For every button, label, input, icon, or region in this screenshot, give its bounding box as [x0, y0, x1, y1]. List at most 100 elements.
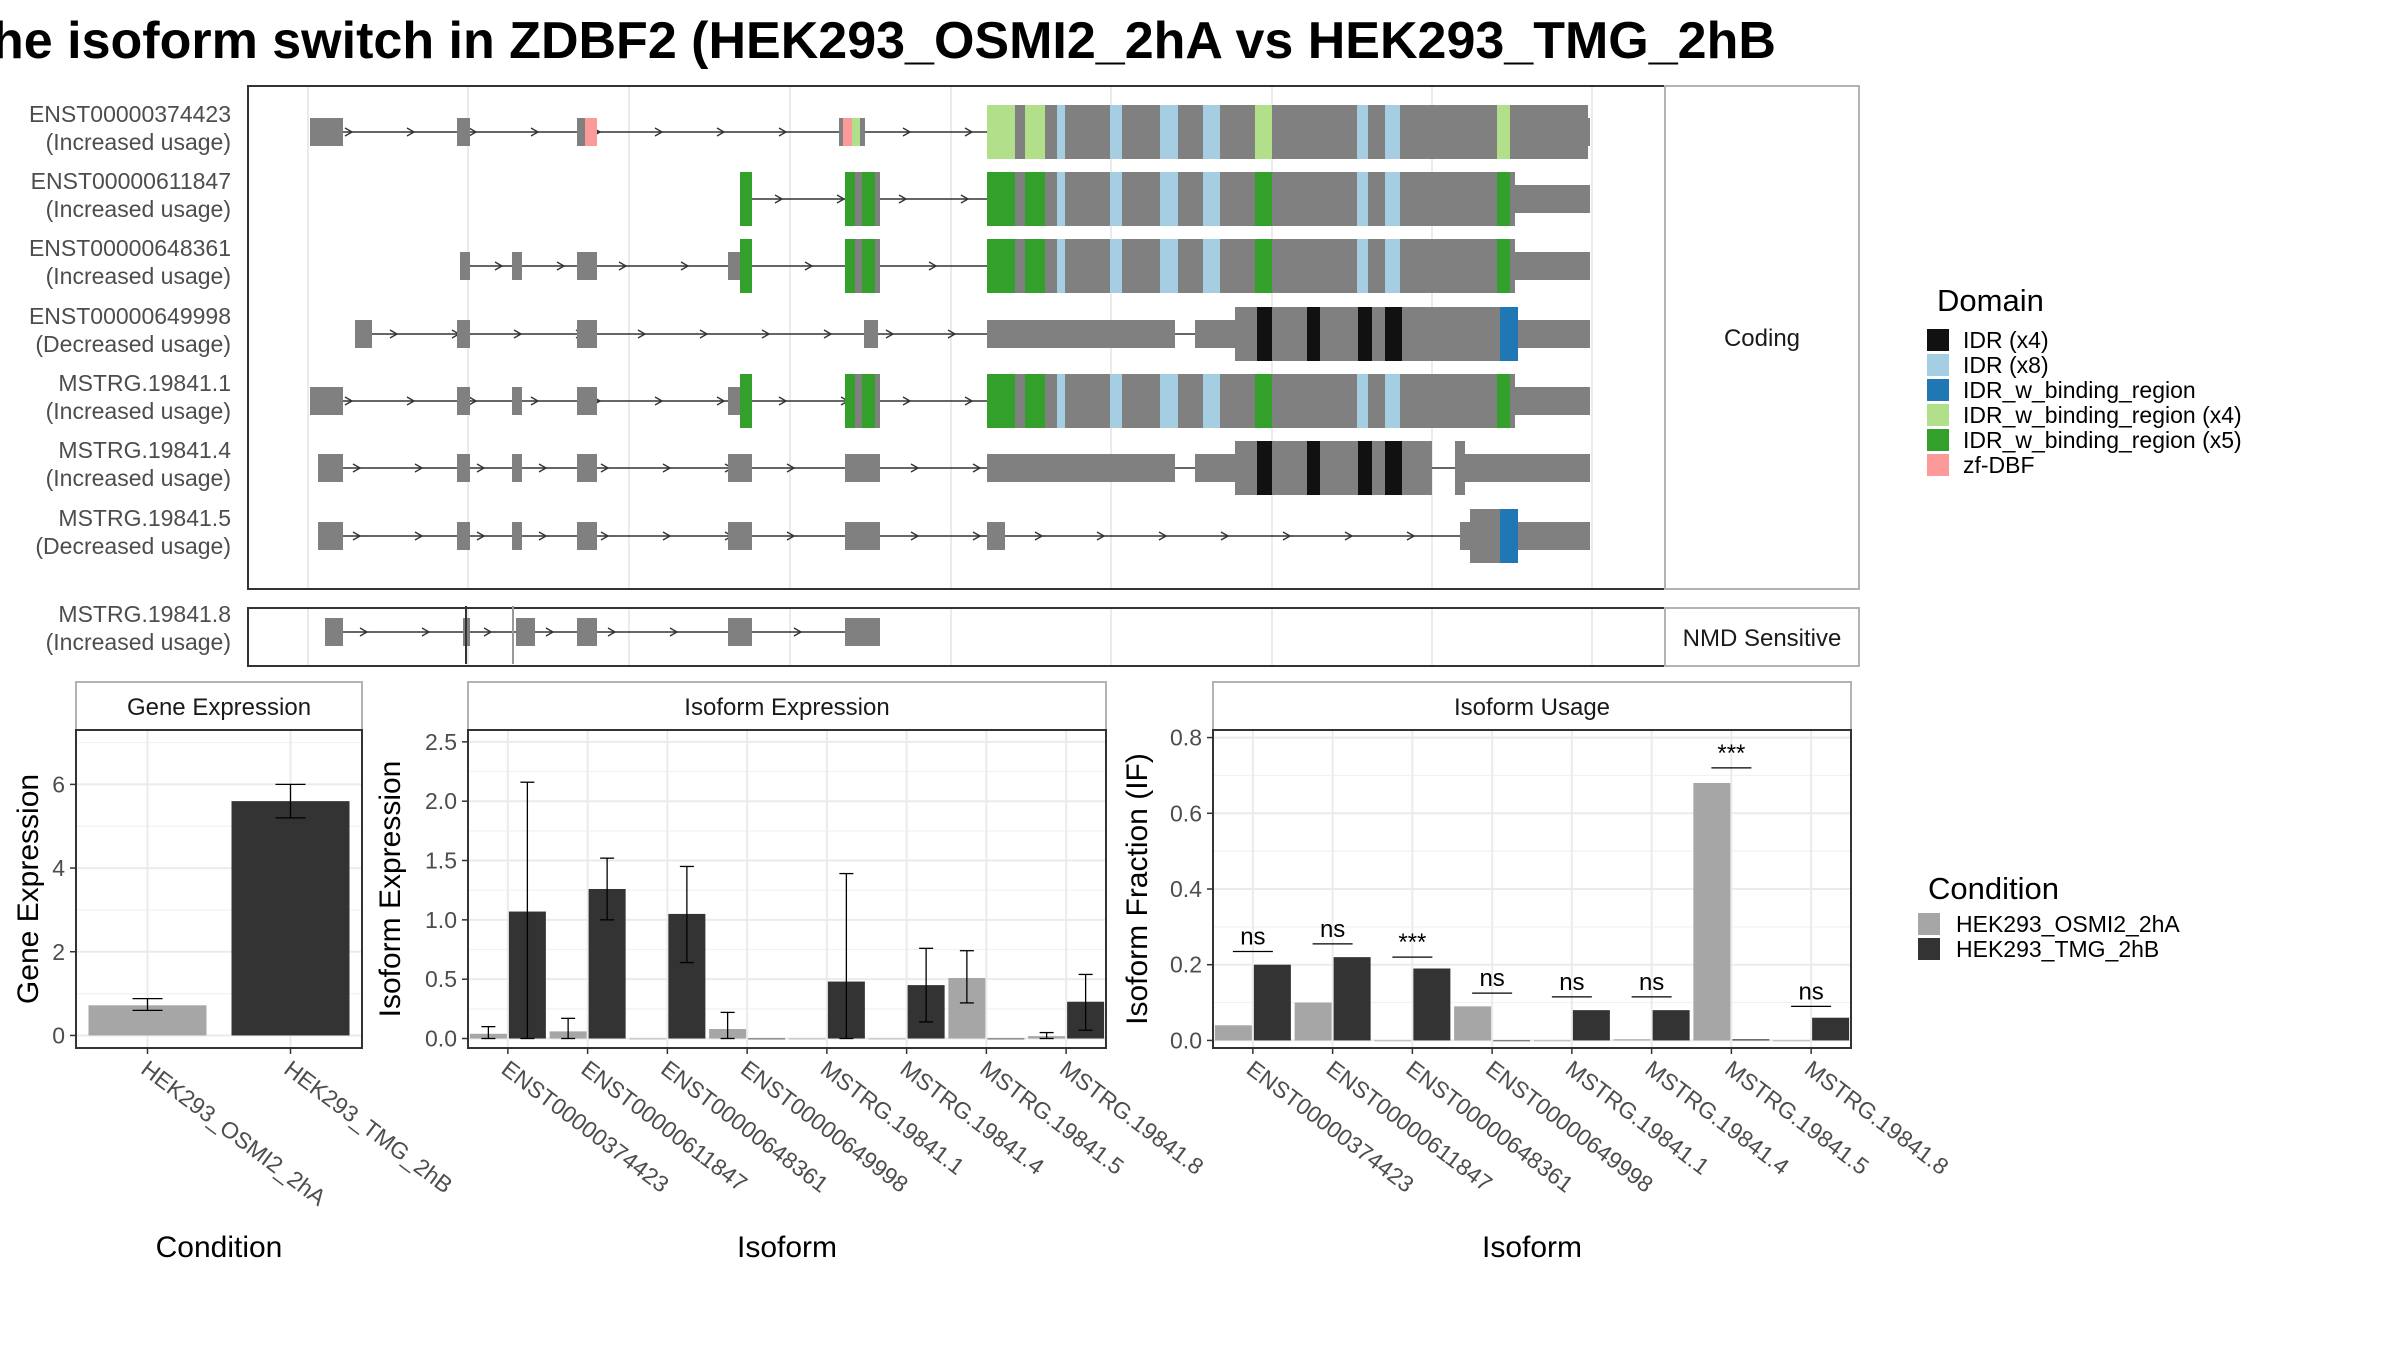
bar: [1374, 1040, 1412, 1042]
domain-legend-label: IDR (x4): [1963, 327, 2049, 353]
domain-legend-label: IDR_w_binding_region (x4): [1963, 402, 2242, 428]
strip-nmd-box: [1664, 607, 1860, 667]
intron-arrow: [344, 396, 354, 406]
domain-segment: [1497, 374, 1510, 428]
bar: [788, 1038, 826, 1040]
domain-segment: [1357, 239, 1368, 293]
domain-segment: [1203, 374, 1220, 428]
y-tick-label: 0: [52, 1022, 65, 1048]
y-tick-label: 0.8: [1170, 725, 1202, 751]
intron-arrow: [1282, 531, 1292, 541]
exon: [728, 522, 752, 550]
coding-exon: [987, 172, 1515, 226]
domain-segment: [1357, 374, 1368, 428]
condition-legend-label: HEK293_OSMI2_2hA: [1956, 911, 2180, 937]
exon: [1465, 454, 1590, 482]
strip-coding-label: Coding: [1724, 325, 1800, 352]
domain-segment: [1160, 172, 1178, 226]
exon: [310, 118, 343, 146]
exon: [318, 454, 343, 482]
bar: [1413, 968, 1451, 1041]
domain-segment: [1203, 172, 1220, 226]
intron-arrow: [1220, 531, 1230, 541]
x-tick-label: MSTRG.19841.5: [975, 1055, 1128, 1180]
domain-segment: [1110, 374, 1122, 428]
exon: [1195, 454, 1235, 482]
domain-segment: [1110, 105, 1122, 159]
domain-segment: [1203, 239, 1220, 293]
transcript-id: ENST00000374423: [29, 101, 231, 127]
intron-arrow: [359, 627, 369, 637]
domain-legend-label: IDR_w_binding_region: [1963, 377, 2196, 403]
intron-arrow: [885, 329, 895, 339]
exon: [577, 252, 597, 280]
domain-segment: [1160, 105, 1178, 159]
y-tick-label: 1.5: [425, 848, 457, 874]
domain-segment: [1110, 239, 1122, 293]
domain-legend-key: [1927, 454, 1949, 476]
transcript-usage: (Increased usage): [46, 196, 231, 222]
panel-border: [75, 729, 363, 1049]
intron-arrow: [406, 127, 416, 137]
transcript-id: MSTRG.19841.5: [58, 505, 231, 531]
exon: [460, 252, 470, 280]
utr-exon: [1515, 118, 1590, 146]
intron-arrow: [910, 531, 920, 541]
intron-arrow: [600, 463, 610, 473]
exon: [355, 320, 372, 348]
structure-tracks: [310, 105, 1590, 563]
domain-segment: [1255, 374, 1272, 428]
exon: [512, 387, 522, 415]
significance-label: ns: [1479, 965, 1504, 992]
exon: [512, 522, 522, 550]
domain-segment: [1385, 105, 1400, 159]
y-tick-label: 0.6: [1170, 800, 1202, 826]
transcript-usage: (Increased usage): [46, 263, 231, 289]
exon: [512, 252, 522, 280]
domain-segment: [1025, 105, 1045, 159]
domain-segment: [1257, 307, 1272, 361]
intron-arrow: [530, 127, 540, 137]
domain-segment: [862, 172, 875, 226]
domain-legend-key: [1927, 354, 1949, 376]
intron-arrow: [1034, 531, 1044, 541]
bar: [868, 1038, 906, 1040]
transcript-track: [740, 172, 1590, 226]
intron-arrow: [556, 261, 566, 271]
figure-title: he isoform switch in ZDBF2 (HEK293_OSMI2…: [0, 12, 1776, 70]
intron-arrow: [699, 329, 709, 339]
domain-segment: [1307, 307, 1320, 361]
intron-arrow: [662, 463, 672, 473]
intron-arrow: [618, 261, 628, 271]
y-tick-label: 0.2: [1170, 952, 1202, 978]
intron-arrow: [352, 463, 362, 473]
intron-arrow: [414, 531, 424, 541]
utr-exon: [1515, 387, 1590, 415]
domain-segment: [1307, 441, 1320, 495]
domain-segment: [845, 374, 855, 428]
intron-arrow: [774, 194, 784, 204]
transcript-track: [318, 441, 1590, 495]
intron-arrow: [414, 463, 424, 473]
bar: [1773, 1040, 1811, 1042]
intron-arrow: [545, 627, 555, 637]
exon: [845, 522, 880, 550]
nmd-track: [325, 606, 880, 664]
exon: [457, 118, 470, 146]
significance-label: ***: [1398, 929, 1426, 956]
bar: [1253, 964, 1291, 1041]
domain-legend-label: IDR_w_binding_region (x5): [1963, 427, 2242, 453]
intron-arrow: [836, 194, 846, 204]
strip-coding-box: [1664, 85, 1860, 590]
domain-segment: [1358, 441, 1372, 495]
transcript-id: ENST00000649998: [29, 303, 231, 329]
domain-segment: [852, 118, 860, 146]
intron-arrow: [654, 396, 664, 406]
domain-segment: [1110, 172, 1122, 226]
coding-exon: [987, 239, 1515, 293]
x-tick-label: MSTRG.19841.8: [1800, 1055, 1953, 1180]
y-tick-label: 2: [52, 939, 65, 965]
transcript-usage: (Increased usage): [46, 629, 231, 655]
y-tick-label: 1.0: [425, 907, 457, 933]
